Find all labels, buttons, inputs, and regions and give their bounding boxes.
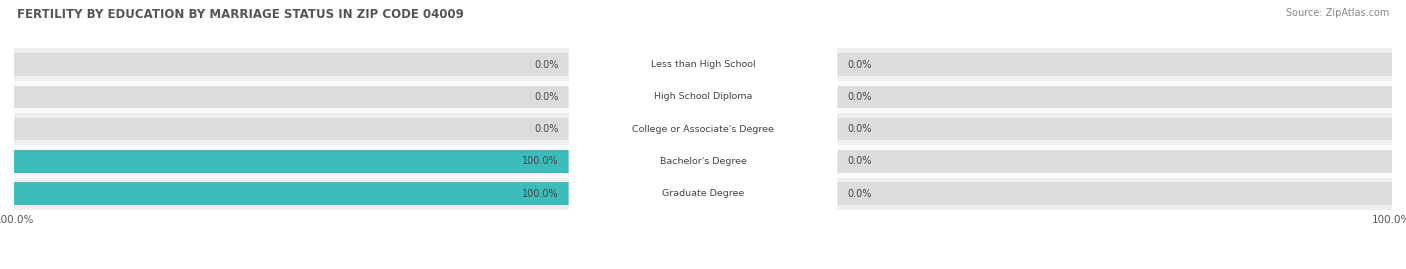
Text: 0.0%: 0.0%: [848, 189, 872, 199]
Bar: [14, 150, 1392, 173]
Bar: [14, 182, 1392, 205]
Bar: [14, 145, 1392, 178]
Bar: [14, 53, 1392, 76]
Bar: [14, 182, 703, 205]
Text: Less than High School: Less than High School: [651, 60, 755, 69]
Text: 0.0%: 0.0%: [534, 92, 558, 102]
Bar: [14, 178, 1392, 210]
Text: 100.0%: 100.0%: [522, 156, 558, 167]
Text: 0.0%: 0.0%: [848, 156, 872, 167]
Bar: [14, 118, 1392, 140]
FancyBboxPatch shape: [568, 104, 838, 154]
Text: Source: ZipAtlas.com: Source: ZipAtlas.com: [1285, 8, 1389, 18]
FancyBboxPatch shape: [568, 137, 838, 186]
Bar: [14, 81, 1392, 113]
Text: 0.0%: 0.0%: [534, 59, 558, 70]
Text: 0.0%: 0.0%: [848, 124, 872, 134]
Text: 100.0%: 100.0%: [522, 189, 558, 199]
FancyBboxPatch shape: [568, 40, 838, 89]
FancyBboxPatch shape: [568, 72, 838, 122]
Text: Bachelor's Degree: Bachelor's Degree: [659, 157, 747, 166]
Text: 0.0%: 0.0%: [848, 59, 872, 70]
Text: 0.0%: 0.0%: [534, 124, 558, 134]
Bar: [14, 113, 1392, 145]
Text: 0.0%: 0.0%: [848, 92, 872, 102]
Text: FERTILITY BY EDUCATION BY MARRIAGE STATUS IN ZIP CODE 04009: FERTILITY BY EDUCATION BY MARRIAGE STATU…: [17, 8, 464, 21]
FancyBboxPatch shape: [568, 169, 838, 218]
Text: Graduate Degree: Graduate Degree: [662, 189, 744, 198]
Bar: [14, 48, 1392, 81]
Bar: [14, 86, 1392, 108]
Text: College or Associate's Degree: College or Associate's Degree: [633, 125, 773, 134]
Bar: [14, 150, 703, 173]
Text: High School Diploma: High School Diploma: [654, 92, 752, 101]
